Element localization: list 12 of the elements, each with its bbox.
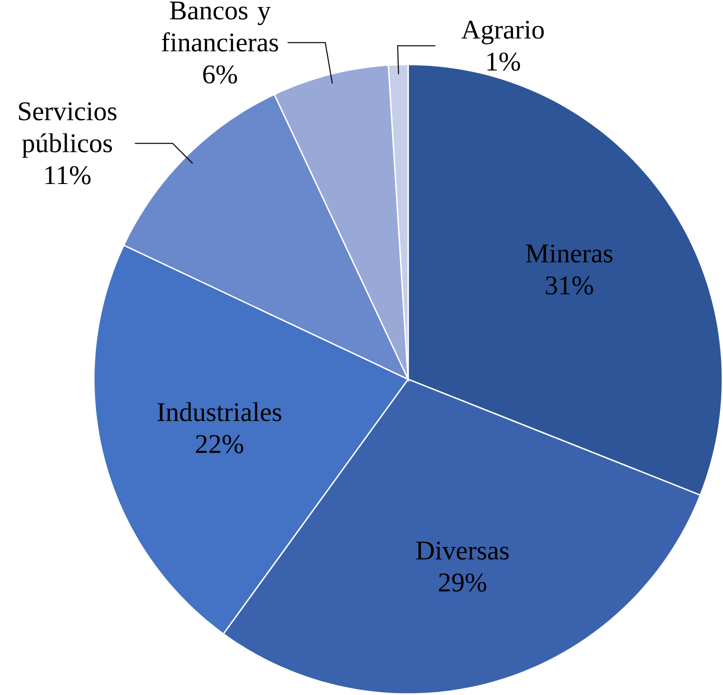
slice-label: Mineras <box>526 244 612 263</box>
slice-label: Bancos y financieras <box>162 2 278 52</box>
data-label: 1% <box>487 52 520 72</box>
data-label: 11% <box>45 166 91 185</box>
slice-label: Servicios públicos <box>19 102 116 158</box>
data-label: 31% <box>546 276 593 295</box>
slice-label: Diversas <box>416 542 509 560</box>
data-label: 22% <box>196 435 244 454</box>
data-label: 6% <box>203 65 237 84</box>
slice-label: Agrario <box>461 20 544 45</box>
slice-label: Industriales <box>158 402 282 422</box>
data-label: 29% <box>439 574 486 592</box>
